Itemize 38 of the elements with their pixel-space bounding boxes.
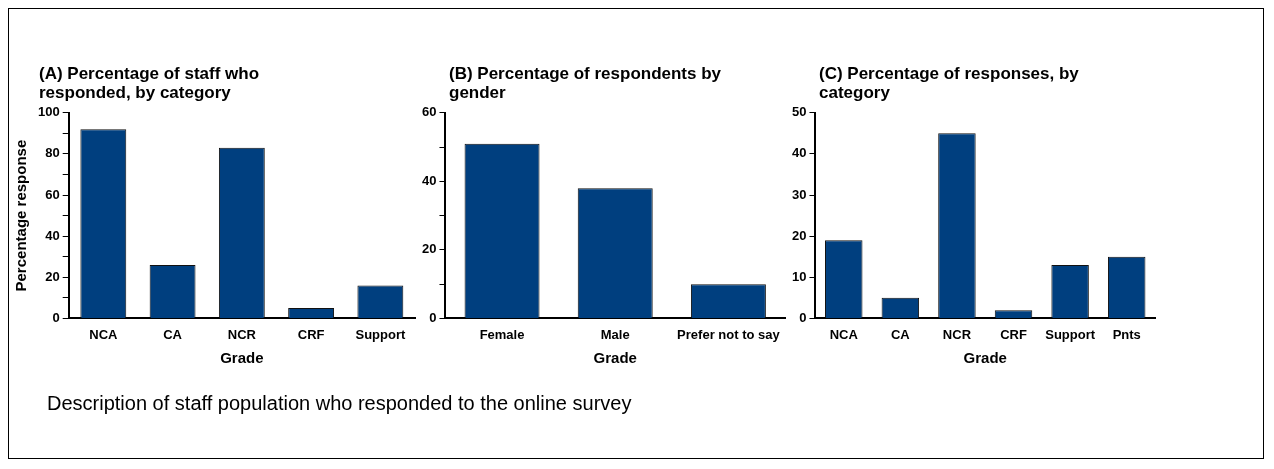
y-tick-label: 60 <box>421 104 437 120</box>
y-tick-label: 20 <box>421 241 437 257</box>
x-tick-label: Pnts <box>1112 326 1141 342</box>
x-axis-title: Grade <box>593 349 637 367</box>
x-tick-label: NCR <box>227 326 257 342</box>
x-tick-label: CA <box>890 326 911 342</box>
x-tick-label: CA <box>163 326 183 342</box>
chart-title: (C) Percentage of responses, by category <box>819 64 1080 102</box>
y-tick-label: 20 <box>791 227 807 243</box>
x-tick-label: CRF <box>1000 326 1027 342</box>
y-tick-label: 20 <box>45 268 60 284</box>
chart-title: (A) Percentage of staff who responded, by category <box>39 64 261 102</box>
chart-title: (B) Percentage of respondents by gender <box>449 64 723 102</box>
y-tick-label: 40 <box>45 227 60 243</box>
y-tick-label: 30 <box>791 186 807 202</box>
y-tick-label: 0 <box>799 309 807 325</box>
x-tick-label: NCR <box>942 326 972 342</box>
y-tick-label: 60 <box>45 186 60 202</box>
x-tick-label: NCA <box>89 326 119 342</box>
y-tick-label: 50 <box>791 104 807 120</box>
y-tick-label: 0 <box>429 309 437 325</box>
x-axis-title: Grade <box>220 349 264 367</box>
y-tick-label: 40 <box>791 145 807 161</box>
x-tick-label: Support <box>1045 326 1096 342</box>
y-tick-label: 0 <box>52 309 60 325</box>
y-tick-label: 100 <box>37 104 60 120</box>
y-tick-label: 10 <box>791 268 807 284</box>
x-tick-label: CRF <box>297 326 325 342</box>
x-tick-label: Female <box>479 326 525 342</box>
x-tick-label: Support <box>355 326 406 342</box>
x-tick-label: NCA <box>829 326 859 342</box>
y-tick-label: 80 <box>45 145 60 161</box>
y-tick-label: 40 <box>421 172 437 188</box>
y-axis-title: Percentage response <box>12 139 30 292</box>
x-axis-title: Grade <box>963 349 1007 367</box>
x-tick-label: Prefer not to say <box>677 326 781 342</box>
x-tick-label: Male <box>600 326 630 342</box>
text: Description of staff population who responded to the online survey <box>47 392 633 415</box>
